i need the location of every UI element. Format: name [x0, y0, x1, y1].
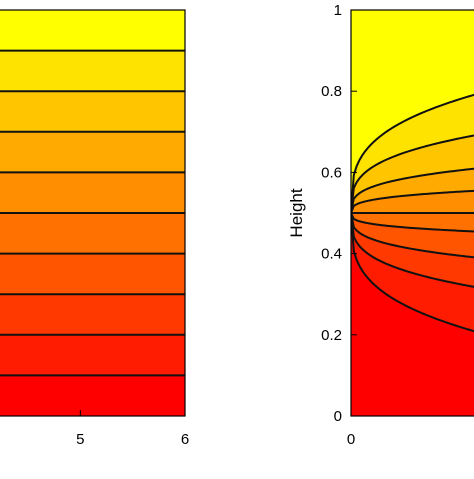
y-tick-label: 1 — [334, 2, 342, 19]
x-tick-label: 6 — [181, 431, 189, 448]
color-region — [351, 213, 474, 416]
color-band — [0, 50, 185, 92]
color-band — [0, 294, 185, 335]
color-band — [0, 91, 185, 132]
color-region — [351, 168, 474, 213]
color-region — [351, 94, 474, 213]
x-tick-label: 0 — [347, 431, 355, 448]
color-band — [0, 10, 185, 51]
y-tick-label: 0 — [334, 408, 342, 425]
color-band — [0, 253, 185, 295]
color-region — [351, 213, 474, 258]
contour-line — [351, 167, 474, 214]
color-region — [351, 10, 474, 213]
plot-area — [351, 10, 474, 416]
contour-line — [351, 212, 474, 288]
x-tick-label: 5 — [76, 431, 84, 448]
contour-line — [351, 189, 474, 214]
y-tick-label: 0.4 — [321, 246, 342, 263]
contour-line — [351, 212, 474, 333]
contour-line — [351, 93, 474, 214]
left-panel: 456 — [0, 9, 189, 448]
plot-frame — [0, 9, 186, 417]
color-band — [0, 375, 185, 416]
color-band — [0, 131, 185, 173]
plot-area — [0, 10, 185, 416]
y-tick-label: 0.6 — [321, 164, 342, 181]
plot-frame — [350, 9, 474, 417]
contour-line — [351, 212, 474, 259]
color-band — [0, 334, 185, 376]
y-tick-label: 0.2 — [321, 327, 342, 344]
color-band — [0, 213, 185, 254]
contour-line — [351, 134, 474, 214]
color-region — [351, 213, 474, 332]
color-region — [351, 213, 474, 232]
color-region — [351, 135, 474, 213]
y-tick-label: 0.8 — [321, 83, 342, 100]
y-axis-label: Height — [287, 188, 306, 237]
color-band — [0, 172, 185, 213]
contour-line — [351, 212, 474, 233]
color-region — [351, 190, 474, 213]
